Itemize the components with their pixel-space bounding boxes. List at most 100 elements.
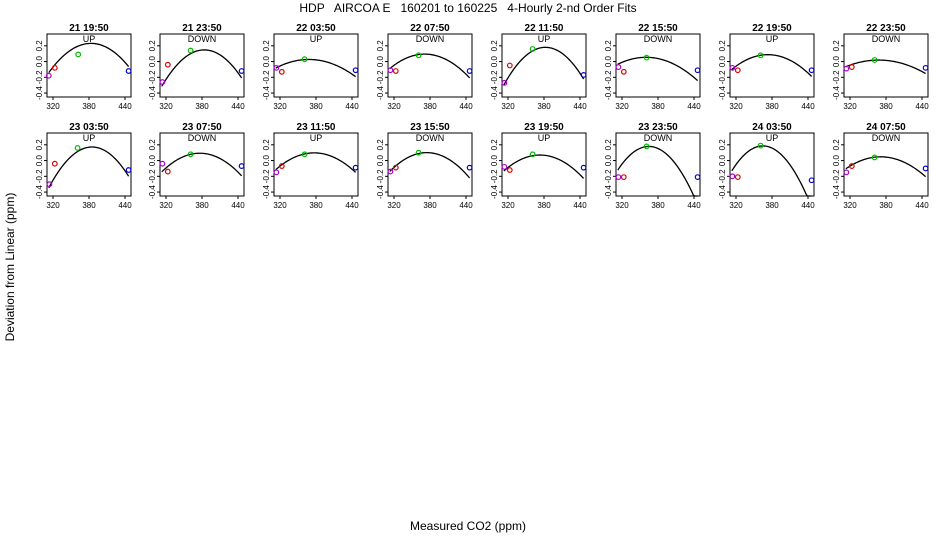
y-tick-label: -0.2	[262, 169, 271, 183]
y-tick-label: 0.0	[35, 154, 44, 166]
x-tick-label: 320	[615, 201, 629, 210]
data-point	[273, 169, 280, 176]
fit-curve	[275, 58, 356, 78]
data-point	[415, 149, 422, 156]
x-tick-label: 320	[729, 102, 743, 111]
fit-curve	[389, 53, 471, 79]
y-tick-label: -0.4	[604, 86, 613, 100]
y-tick-label: 0.2	[604, 139, 613, 151]
y-tick-label: -0.2	[148, 169, 157, 183]
y-tick-label: 0.2	[35, 139, 44, 151]
data-point	[74, 145, 81, 151]
data-point	[466, 164, 473, 171]
panel-title: 22 07:50	[410, 23, 450, 34]
data-point	[352, 67, 359, 74]
data-point	[301, 151, 308, 158]
data-point	[922, 165, 929, 172]
panel-title: 22 19:50	[752, 23, 792, 34]
x-tick-label: 320	[501, 102, 515, 111]
y-tick-label: -0.4	[35, 185, 44, 199]
data-point	[278, 163, 285, 169]
y-tick-label: -0.2	[35, 169, 44, 183]
x-tick-label: 380	[537, 201, 551, 210]
y-tick-label: -0.2	[376, 169, 385, 183]
data-point	[848, 64, 855, 70]
panel-direction-label: DOWN	[416, 133, 445, 143]
x-tick-label: 440	[231, 102, 245, 111]
data-point	[51, 160, 58, 167]
y-tick-label: 0.2	[832, 40, 841, 52]
data-point	[164, 61, 171, 68]
y-tick-label: -0.4	[262, 86, 271, 100]
y-tick-label: -0.4	[376, 185, 385, 199]
panel-direction-label: DOWN	[416, 34, 445, 44]
x-tick-label: 320	[159, 102, 173, 111]
data-point	[278, 68, 285, 75]
panel-title: 23 03:50	[69, 122, 109, 133]
panel-title: 22 15:50	[638, 23, 678, 34]
x-tick-label: 440	[915, 201, 929, 210]
data-point	[238, 163, 245, 169]
x-tick-label: 380	[195, 102, 209, 111]
data-point	[694, 67, 701, 74]
y-tick-label: -0.2	[490, 70, 499, 84]
panel-direction-label: UP	[310, 34, 323, 44]
y-tick-label: 0.0	[604, 154, 613, 166]
panel-title: 23 11:50	[297, 122, 336, 133]
panel-direction-label: UP	[83, 133, 96, 143]
fit-curve	[48, 42, 130, 73]
y-tick-label: -0.4	[604, 185, 613, 199]
data-point	[506, 167, 513, 173]
data-point	[45, 72, 52, 79]
panel-title: 22 11:50	[525, 23, 564, 34]
y-tick-label: 0.0	[262, 154, 271, 166]
x-tick-label: 320	[46, 201, 60, 210]
y-tick-label: 0.0	[832, 55, 841, 67]
y-tick-label: 0.0	[376, 154, 385, 166]
x-tick-label: 440	[573, 201, 587, 210]
x-tick-label: 440	[459, 102, 473, 111]
x-tick-label: 380	[309, 102, 323, 111]
y-tick-label: -0.2	[832, 169, 841, 183]
fit-curve	[845, 156, 927, 178]
y-tick-label: -0.2	[718, 70, 727, 84]
x-tick-label: 380	[879, 201, 893, 210]
data-point	[580, 164, 587, 171]
fit-curve	[48, 146, 130, 189]
y-tick-label: 0.2	[262, 40, 271, 52]
data-point	[843, 169, 850, 176]
fit-curve	[731, 54, 813, 77]
y-tick-label: 0.0	[148, 55, 157, 67]
x-tick-label: 320	[615, 102, 629, 111]
fit-curve	[161, 152, 243, 177]
data-point	[848, 163, 855, 169]
data-point	[187, 151, 194, 158]
y-tick-label: -0.4	[148, 185, 157, 199]
panel-direction-label: UP	[310, 133, 323, 143]
y-tick-label: -0.4	[148, 86, 157, 100]
y-tick-label: 0.2	[148, 40, 157, 52]
y-tick-label: 0.0	[35, 55, 44, 67]
x-tick-label: 380	[309, 201, 323, 210]
panel-title: 23 07:50	[182, 122, 222, 133]
panel-title: 24 07:50	[866, 122, 906, 133]
panel-title: 22 23:50	[866, 23, 906, 34]
x-tick-label: 380	[423, 201, 437, 210]
y-tick-label: 0.2	[148, 139, 157, 151]
y-tick-label: -0.2	[148, 70, 157, 84]
x-tick-label: 380	[82, 102, 96, 111]
x-tick-label: 440	[345, 102, 359, 111]
x-tick-label: 440	[801, 201, 815, 210]
panel-direction-label: UP	[83, 34, 96, 44]
data-point	[501, 79, 508, 86]
